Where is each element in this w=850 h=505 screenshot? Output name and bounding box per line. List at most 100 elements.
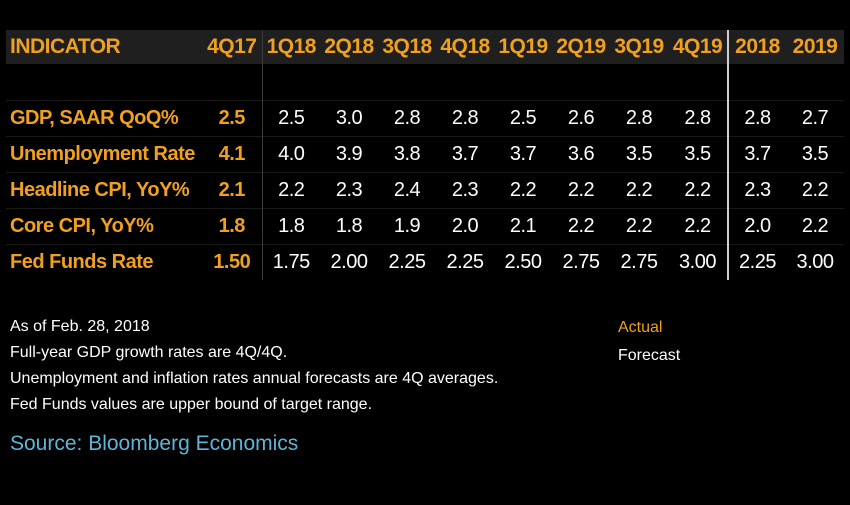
- value-cell-1q19: 2.2: [494, 172, 552, 209]
- spacer-cell: [378, 64, 436, 101]
- value-cell-1q18: 2.2: [261, 172, 320, 209]
- spacer-cell: [261, 64, 320, 101]
- value-cell-4q18: 2.8: [436, 100, 494, 137]
- column-header-2q18: 2Q18: [320, 30, 378, 64]
- table-row-headline-cpi-yoy: Headline CPI, YoY% 2.1 2.2 2.3 2.4 2.3 2.2 2.2 2…: [6, 172, 844, 209]
- row-label: Headline CPI, YoY%: [6, 172, 202, 209]
- value-cell-4q19: 3.00: [668, 244, 728, 280]
- spacer-cell: [552, 64, 610, 101]
- table-row-fed-funds-rate: Fed Funds Rate 1.50 1.75 2.00 2.25 2.25 2.50 2.…: [6, 244, 844, 280]
- value-cell-4q17: 1.8: [202, 208, 262, 245]
- value-cell-1q19: 2.1: [494, 208, 552, 245]
- value-cell-2q19: 2.2: [552, 208, 610, 245]
- legend: Actual Forecast: [618, 314, 680, 370]
- spacer-cell: [436, 64, 494, 101]
- value-cell-4q19: 2.2: [668, 172, 728, 209]
- spacer-cell: [202, 64, 262, 101]
- value-cell-3q19: 2.75: [610, 244, 668, 280]
- value-cell-4q19: 2.8: [668, 100, 728, 137]
- value-cell-4q17: 2.1: [202, 172, 262, 209]
- footnote-unemployment: Unemployment and inflation rates annual …: [10, 370, 499, 387]
- row-label: Core CPI, YoY%: [6, 208, 202, 245]
- value-cell-2019: 3.5: [786, 136, 844, 173]
- value-cell-3q19: 2.8: [610, 100, 668, 137]
- spacer-cell: [610, 64, 668, 101]
- header-indicator: INDICATOR: [6, 30, 202, 64]
- footnote-gdp: Full-year GDP growth rates are 4Q/4Q.: [10, 344, 288, 361]
- value-cell-2018: 2.3: [727, 172, 786, 209]
- row-label: Unemployment Rate: [6, 136, 202, 173]
- column-header-3q19: 3Q19: [610, 30, 668, 64]
- value-cell-1q18: 2.5: [261, 100, 320, 137]
- value-cell-4q19: 3.5: [668, 136, 728, 173]
- column-header-1q18: 1Q18: [261, 30, 320, 64]
- value-cell-4q17: 1.50: [202, 244, 262, 280]
- value-cell-2018: 2.0: [727, 208, 786, 245]
- value-cell-3q18: 3.8: [378, 136, 436, 173]
- column-header-2q19: 2Q19: [552, 30, 610, 64]
- column-header-2018: 2018: [727, 30, 786, 64]
- column-header-2019: 2019: [786, 30, 844, 64]
- value-cell-1q19: 3.7: [494, 136, 552, 173]
- table-row-gdp-saar-qoq: GDP, SAAR QoQ% 2.5 2.5 3.0 2.8 2.8 2.5 2.6 2.8 2.…: [6, 100, 844, 137]
- value-cell-3q18: 1.9: [378, 208, 436, 245]
- footnote-fed-funds: Fed Funds values are upper bound of targ…: [10, 396, 373, 413]
- column-header-3q18: 3Q18: [378, 30, 436, 64]
- spacer-cell: [786, 64, 844, 101]
- header-row: INDICATOR 4Q17 1Q18 2Q18 3Q18 4Q18 1Q19 2Q19 3Q…: [6, 30, 844, 64]
- value-cell-4q18: 3.7: [436, 136, 494, 173]
- value-cell-3q19: 2.2: [610, 172, 668, 209]
- value-cell-1q18: 1.75: [261, 244, 320, 280]
- value-cell-2q19: 2.6: [552, 100, 610, 137]
- table-header: INDICATOR 4Q17 1Q18 2Q18 3Q18 4Q18 1Q19 2Q19 3Q…: [6, 30, 844, 64]
- value-cell-2018: 2.8: [727, 100, 786, 137]
- footnotes: As of Feb. 28, 2018 Full-year GDP growth…: [10, 314, 498, 418]
- value-cell-2019: 3.00: [786, 244, 844, 280]
- table-row-unemployment-rate: Unemployment Rate 4.1 4.0 3.9 3.8 3.7 3.7 3.6 3.…: [6, 136, 844, 173]
- footnote-as-of: As of Feb. 28, 2018: [10, 318, 150, 335]
- value-cell-3q18: 2.8: [378, 100, 436, 137]
- value-cell-4q17: 4.1: [202, 136, 262, 173]
- value-cell-1q18: 4.0: [261, 136, 320, 173]
- value-cell-1q19: 2.5: [494, 100, 552, 137]
- value-cell-1q19: 2.50: [494, 244, 552, 280]
- value-cell-2q18: 3.9: [320, 136, 378, 173]
- legend-actual: Actual: [618, 319, 663, 336]
- value-cell-3q18: 2.25: [378, 244, 436, 280]
- source-credit: Source: Bloomberg Economics: [10, 432, 299, 455]
- value-cell-4q19: 2.2: [668, 208, 728, 245]
- value-cell-2018: 2.25: [727, 244, 786, 280]
- value-cell-4q18: 2.3: [436, 172, 494, 209]
- spacer-cell: [727, 64, 786, 101]
- value-cell-4q18: 2.0: [436, 208, 494, 245]
- column-header-4q17: 4Q17: [202, 30, 262, 64]
- spacer-cell: [668, 64, 728, 101]
- value-cell-2q19: 2.75: [552, 244, 610, 280]
- table-body: GDP, SAAR QoQ% 2.5 2.5 3.0 2.8 2.8 2.5 2.6 2.8 2.…: [6, 64, 844, 280]
- column-header-4q19: 4Q19: [668, 30, 728, 64]
- value-cell-2018: 3.7: [727, 136, 786, 173]
- column-header-1q19: 1Q19: [494, 30, 552, 64]
- row-label: Fed Funds Rate: [6, 244, 202, 280]
- forecast-table-container: INDICATOR 4Q17 1Q18 2Q18 3Q18 4Q18 1Q19 2Q19 3Q…: [6, 30, 844, 280]
- spacer-cell: [6, 64, 202, 101]
- value-cell-2q18: 3.0: [320, 100, 378, 137]
- spacer-cell: [320, 64, 378, 101]
- value-cell-2q18: 2.3: [320, 172, 378, 209]
- value-cell-2019: 2.2: [786, 172, 844, 209]
- value-cell-2q18: 2.00: [320, 244, 378, 280]
- value-cell-1q18: 1.8: [261, 208, 320, 245]
- forecast-table: INDICATOR 4Q17 1Q18 2Q18 3Q18 4Q18 1Q19 2Q19 3Q…: [6, 30, 844, 280]
- value-cell-2019: 2.7: [786, 100, 844, 137]
- column-header-4q18: 4Q18: [436, 30, 494, 64]
- spacer-row: [6, 64, 844, 101]
- spacer-cell: [494, 64, 552, 101]
- row-label: GDP, SAAR QoQ%: [6, 100, 202, 137]
- value-cell-2q18: 1.8: [320, 208, 378, 245]
- table-row-core-cpi-yoy: Core CPI, YoY% 1.8 1.8 1.8 1.9 2.0 2.1 2.2 2.2 2.…: [6, 208, 844, 245]
- value-cell-3q18: 2.4: [378, 172, 436, 209]
- value-cell-4q17: 2.5: [202, 100, 262, 137]
- legend-forecast: Forecast: [618, 347, 681, 364]
- value-cell-3q19: 3.5: [610, 136, 668, 173]
- value-cell-3q19: 2.2: [610, 208, 668, 245]
